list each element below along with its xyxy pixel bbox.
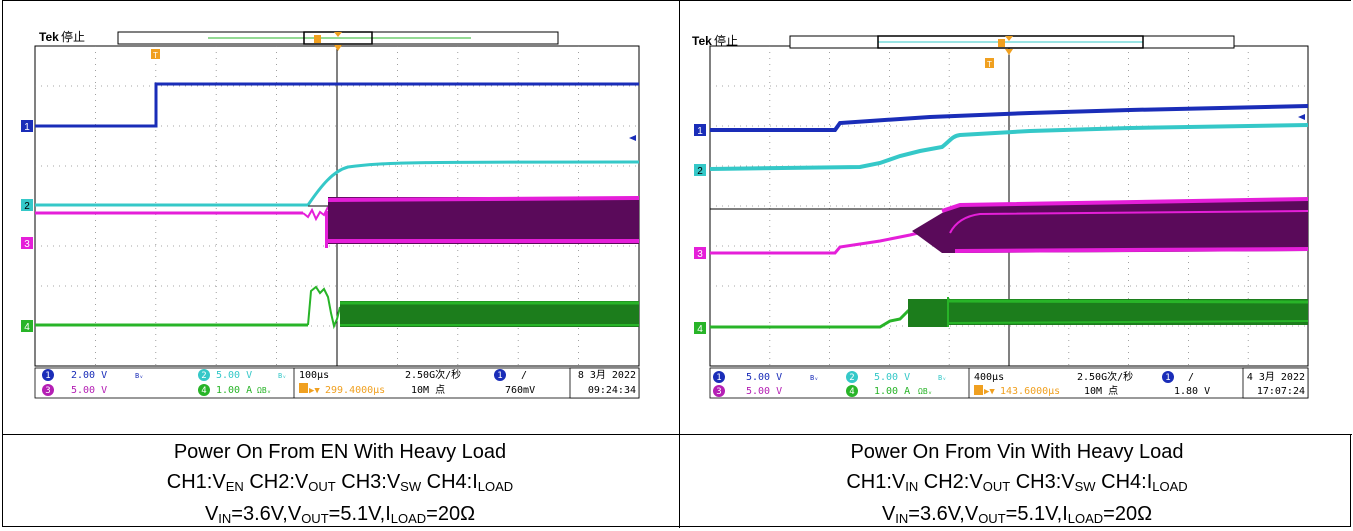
svg-text:1: 1 bbox=[1165, 373, 1170, 383]
caption-conditions: VIN=3.6V,VOUT=5.1V,ILOAD=20Ω bbox=[204, 503, 476, 526]
ch1-scale: 2.00 V bbox=[71, 370, 107, 381]
caption-title: Power On From EN With Heavy Load bbox=[173, 441, 507, 463]
svg-text:/: / bbox=[1188, 372, 1194, 383]
row-divider bbox=[3, 434, 1352, 435]
svg-text:Bᵥ: Bᵥ bbox=[938, 374, 946, 382]
date: 8 3月 2022 bbox=[578, 369, 636, 381]
date: 4 3月 2022 bbox=[1247, 371, 1305, 383]
trigger-level: 760mV bbox=[505, 385, 535, 396]
svg-text:4: 4 bbox=[849, 387, 854, 397]
ch2-scale: 5.00 V bbox=[874, 372, 910, 383]
caption-channels: CH1:VEN CH2:VOUT CH3:VSW CH4:ILOAD bbox=[166, 471, 514, 494]
caption-vin: Power On From Vin With Heavy Load CH1:VI… bbox=[680, 437, 1353, 531]
svg-text:1: 1 bbox=[716, 373, 721, 383]
svg-text:2: 2 bbox=[24, 201, 30, 212]
time: 09:24:34 bbox=[588, 385, 636, 396]
brand-label: Tek bbox=[39, 30, 59, 44]
timebase: 100µs bbox=[299, 370, 329, 381]
ch2-trace bbox=[709, 123, 1309, 171]
svg-text:Bᵥ: Bᵥ bbox=[810, 374, 818, 382]
caption-channels: CH1:VIN CH2:VOUT CH3:VSW CH4:ILOAD bbox=[846, 471, 1188, 494]
scope-screenshot-en: Tek 停止 T bbox=[3, 1, 677, 434]
channel-markers: 1 2 3 4 bbox=[694, 124, 706, 335]
svg-text:T: T bbox=[987, 60, 992, 69]
trigger-position: 299.4000µs bbox=[325, 385, 385, 396]
ch2-trace bbox=[35, 160, 640, 207]
svg-text:▶▼: ▶▼ bbox=[984, 387, 995, 397]
ch1-trace bbox=[35, 82, 639, 128]
svg-text:3: 3 bbox=[697, 249, 703, 260]
column-divider bbox=[679, 1, 680, 528]
trigger-marker-icon bbox=[985, 58, 994, 68]
svg-text:2: 2 bbox=[697, 166, 703, 177]
ch4-scale: 1.00 A bbox=[874, 386, 910, 397]
scope-screenshot-vin: Tek 停止 T bbox=[680, 1, 1352, 434]
svg-text:3: 3 bbox=[45, 386, 50, 396]
ch4-scale: 1.00 A bbox=[216, 385, 252, 396]
ch1-trace bbox=[710, 104, 1309, 132]
channel-markers: 1 2 3 4 bbox=[21, 120, 33, 333]
acq-state: 停止 bbox=[61, 29, 85, 44]
svg-text:4: 4 bbox=[24, 322, 30, 333]
svg-text:1: 1 bbox=[497, 371, 502, 381]
ch1-scale: 5.00 V bbox=[746, 372, 782, 383]
status-bar: 1 5.00 V Bᵥ 3 5.00 V 2 5.00 V Bᵥ 4 1.00 … bbox=[709, 367, 1309, 399]
svg-text:ΩBᵥ: ΩBᵥ bbox=[257, 386, 271, 395]
status-bar: 1 2.00 V Bᵥ 3 5.00 V 2 5.00 V Bᵥ 4 1.00 … bbox=[34, 367, 640, 399]
record-length: 10M 点 bbox=[1084, 385, 1118, 397]
timebase: 400µs bbox=[974, 372, 1004, 383]
ch3-scale: 5.00 V bbox=[746, 386, 782, 397]
caption-conditions: VIN=3.6V,VOUT=5.1V,ILOAD=20Ω bbox=[881, 503, 1153, 526]
svg-text:3: 3 bbox=[24, 239, 30, 250]
svg-text:1: 1 bbox=[45, 371, 50, 381]
trigger-level: 1.80 V bbox=[1174, 386, 1210, 397]
svg-text:4: 4 bbox=[201, 386, 206, 396]
caption-en: Power On From EN With Heavy Load CH1:VEN… bbox=[3, 437, 677, 531]
svg-text:2: 2 bbox=[849, 373, 854, 383]
sample-rate: 2.50G次/秒 bbox=[405, 368, 461, 381]
ch3-scale: 5.00 V bbox=[71, 385, 107, 396]
trigger-level-arrow-icon bbox=[1298, 114, 1305, 120]
scope-panel-left: Tek 停止 T bbox=[3, 1, 677, 434]
sample-rate: 2.50G次/秒 bbox=[1077, 370, 1133, 383]
svg-text:Bᵥ: Bᵥ bbox=[278, 372, 286, 380]
ch3-trace bbox=[35, 196, 640, 248]
svg-text:T: T bbox=[153, 51, 158, 60]
svg-text:▶▼: ▶▼ bbox=[309, 386, 320, 396]
svg-text:Bᵥ: Bᵥ bbox=[135, 372, 143, 380]
acq-state: 停止 bbox=[714, 33, 738, 48]
trigger-marker-icon bbox=[151, 49, 160, 59]
scope-panel-right: Tek 停止 T bbox=[680, 1, 1353, 434]
ch3-trace bbox=[710, 197, 1309, 255]
svg-text:ΩBᵥ: ΩBᵥ bbox=[918, 387, 932, 396]
ch4-trace bbox=[710, 297, 1309, 329]
brand-label: Tek bbox=[692, 34, 712, 48]
trigger-position: 143.6000µs bbox=[1000, 386, 1060, 397]
svg-text:1: 1 bbox=[24, 122, 30, 133]
ch2-scale: 5.00 V bbox=[216, 370, 252, 381]
trigger-position-arrow-icon bbox=[1005, 49, 1013, 55]
caption-title: Power On From Vin With Heavy Load bbox=[850, 441, 1184, 463]
svg-text:2: 2 bbox=[201, 371, 206, 381]
time: 17:07:24 bbox=[1257, 386, 1305, 397]
trigger-position-arrow-icon bbox=[334, 45, 342, 51]
ch4-trace bbox=[35, 285, 639, 330]
svg-text:/: / bbox=[521, 370, 527, 381]
svg-text:1: 1 bbox=[697, 126, 703, 137]
trigger-level-arrow-icon bbox=[629, 135, 636, 141]
record-length: 10M 点 bbox=[411, 384, 445, 396]
svg-text:3: 3 bbox=[716, 387, 721, 397]
svg-text:4: 4 bbox=[697, 324, 703, 335]
